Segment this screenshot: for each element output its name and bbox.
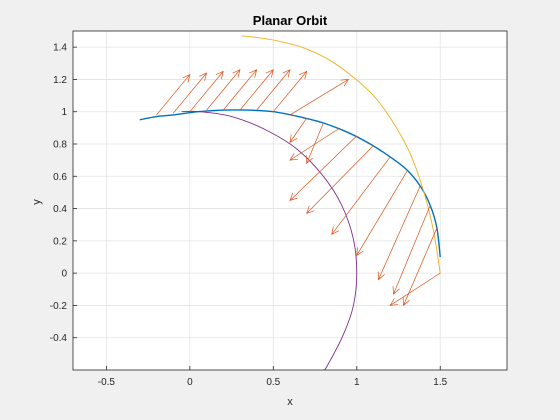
- arrow-head-10: [305, 155, 313, 165]
- arrow-shaft-18: [403, 227, 438, 306]
- arrow-shaft-5: [239, 69, 274, 111]
- y-tick-label-3: 0.2: [53, 236, 67, 247]
- arrow-shaft-0: [156, 74, 191, 116]
- series-line-2: [181, 110, 358, 370]
- y-tick-label-8: 1.2: [53, 75, 67, 86]
- arrow-shaft-9: [289, 117, 307, 143]
- arrow-head-11: [289, 153, 298, 161]
- y-tick-label-7: 1: [61, 107, 67, 118]
- y-tick-label-9: 1.4: [53, 43, 67, 54]
- arrow-shaft-4: [222, 69, 257, 111]
- arrow-shaft-3: [206, 69, 241, 111]
- y-tick-label-6: 0.8: [53, 140, 67, 151]
- y-tick-label-2: 0: [61, 269, 67, 280]
- arrow-shaft-19: [389, 272, 441, 306]
- arrow-shaft-12: [289, 135, 358, 201]
- x-tick-label-0: -0.5: [98, 377, 116, 388]
- arrow-head-0: [182, 73, 191, 83]
- clipped-series: [139, 35, 441, 370]
- arrow-shaft-7: [273, 71, 307, 112]
- arrow-head-2: [215, 70, 224, 80]
- x-tick-label-2: 0.5: [266, 377, 280, 388]
- arrow-head-19: [389, 298, 399, 306]
- arrow-shaft-2: [189, 71, 224, 112]
- x-axis-label: x: [287, 396, 293, 408]
- arrow-head-15: [356, 247, 364, 257]
- y-tick-label-1: -0.2: [50, 301, 68, 312]
- arrow-shaft-13: [306, 145, 374, 214]
- ticks: -0.5 0 0.5 1 1.5 -0.4 -0.2 0 0.2 0.4 0.6 0.8 1 1.2 1.4: [50, 43, 448, 388]
- arrow-head-18: [402, 297, 410, 307]
- y-tick-label-5: 0.6: [53, 172, 67, 183]
- x-tick-label-4: 1.5: [433, 377, 447, 388]
- arrow-head-1: [199, 72, 208, 81]
- arrow-shaft-8: [289, 79, 349, 116]
- arrow-shaft-16: [378, 185, 421, 280]
- arrow-shaft-11: [289, 127, 341, 161]
- arrow-head-12: [289, 192, 298, 202]
- arrow-shaft-14: [331, 156, 391, 235]
- axes-box: [72, 30, 508, 371]
- arrow-head-14: [331, 226, 340, 236]
- arrow-head-16: [377, 271, 385, 281]
- arrow-head-4: [249, 69, 258, 78]
- y-tick-label-4: 0.4: [53, 204, 67, 215]
- arrow-shaft-15: [356, 171, 408, 256]
- arrow-shaft-10: [306, 122, 324, 164]
- y-tick-label-0: -0.4: [50, 333, 68, 344]
- x-tick-label-3: 1: [354, 377, 360, 388]
- series-line-1: [241, 35, 441, 274]
- arrow-head-9: [289, 134, 298, 144]
- arrow-head-8: [340, 79, 350, 87]
- arrow-head-5: [265, 69, 274, 78]
- y-axis-label: y: [31, 199, 43, 205]
- arrow-shaft-6: [256, 69, 291, 111]
- arrow-shaft-17: [393, 205, 431, 295]
- arrow-head-17: [392, 286, 400, 295]
- arrow-head-6: [282, 69, 291, 78]
- chart-title: Planar Orbit: [253, 13, 328, 28]
- series-layer: [139, 35, 441, 370]
- x-tick-label-1: 0: [187, 377, 193, 388]
- arrow-head-3: [232, 69, 241, 78]
- arrow-head-13: [306, 205, 315, 214]
- arrow-shaft-1: [172, 72, 207, 114]
- grid: [73, 31, 507, 370]
- arrow-head-7: [299, 70, 308, 80]
